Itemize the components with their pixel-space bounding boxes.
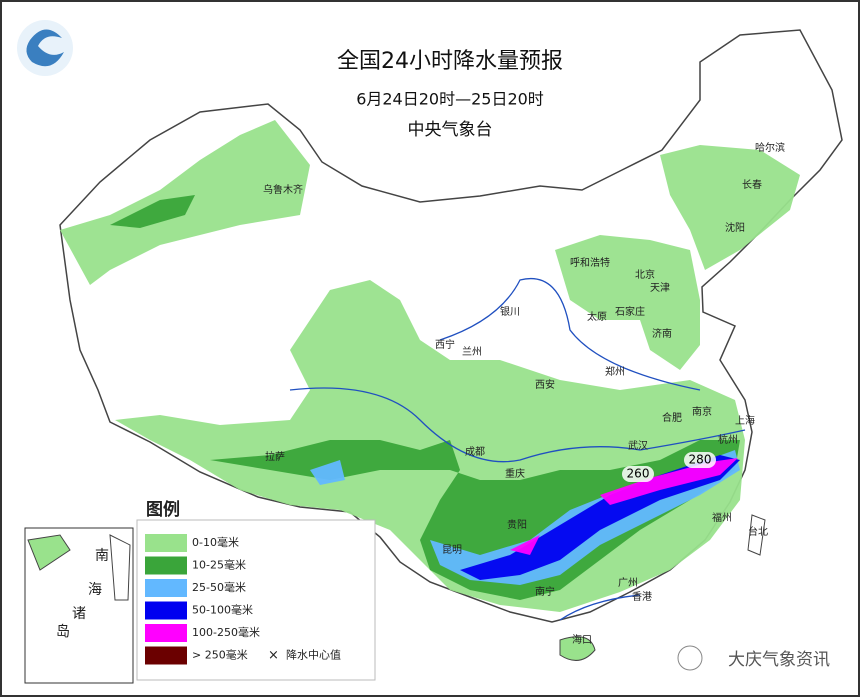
legend-swatch	[145, 556, 187, 575]
legend-title: 图例	[146, 499, 180, 520]
city-label: 呼和浩特	[570, 257, 610, 269]
legend: 0-10毫米 10-25毫米 25-50毫米 50-100毫米 100-250毫米 > 2…	[145, 534, 341, 665]
rain-area	[310, 460, 345, 485]
city-label: 重庆	[505, 467, 525, 480]
legend-label: 25-50毫米	[192, 580, 246, 594]
city-label: 成都	[465, 446, 485, 458]
legend-swatch	[145, 624, 187, 642]
rivers	[289, 278, 746, 621]
city-label: 银川	[500, 305, 520, 318]
legend-label: 0-10毫米	[192, 535, 239, 549]
city-label: 杭州	[718, 433, 738, 446]
inset-char: 南	[95, 548, 109, 564]
city-label: 台北	[748, 525, 768, 538]
rain-area	[660, 145, 800, 270]
city-label: 太原	[587, 310, 607, 323]
legend-label: 50-100毫米	[192, 603, 253, 617]
agency: 中央气象台	[408, 120, 493, 140]
city-label: 西安	[535, 378, 555, 391]
city-label: 合肥	[662, 411, 682, 424]
subtitle: 6月24日20时—25日20时	[356, 90, 544, 109]
legend-swatch	[145, 534, 187, 552]
city-label: 上海	[735, 414, 755, 427]
legend-center-label: 降水中心值	[286, 648, 341, 662]
center-badge	[622, 466, 654, 482]
rain-center-value: 260	[627, 467, 650, 481]
city-label: 石家庄	[615, 305, 645, 318]
inset-char: 岛	[56, 624, 70, 640]
rain-area	[510, 535, 540, 555]
legend-swatch	[145, 601, 187, 620]
legend-swatch	[145, 646, 187, 665]
center-badge	[684, 452, 716, 468]
city-label: 西宁	[435, 338, 455, 351]
city-label: 武汉	[628, 439, 648, 452]
legend-center-symbol: ×	[268, 648, 279, 663]
city-label: 拉萨	[265, 450, 285, 463]
inset-char: 诸	[72, 606, 86, 622]
city-label: 海口	[572, 633, 592, 646]
legend-label: 10-25毫米	[192, 558, 246, 572]
city-label: 兰州	[462, 345, 482, 358]
city-label: 南京	[692, 405, 712, 418]
logo	[17, 20, 73, 76]
city-label: 福州	[712, 511, 732, 524]
city-label: 南宁	[535, 585, 555, 598]
watermark: 大庆气象资讯	[677, 645, 830, 671]
hainan	[559, 636, 596, 661]
watermark-text: 大庆气象资讯	[728, 650, 830, 670]
rain-area	[110, 195, 195, 228]
city-label: 哈尔滨	[755, 141, 785, 154]
rain-area	[555, 235, 700, 370]
rain-center-value: 280	[689, 453, 712, 467]
city-label: 天津	[650, 282, 670, 294]
city-label: 贵阳	[507, 518, 527, 531]
legend-swatch	[145, 579, 187, 597]
city-label: 北京	[635, 268, 655, 281]
city-label: 沈阳	[725, 221, 745, 234]
city-label: 昆明	[442, 544, 462, 556]
rain-areas	[60, 120, 800, 612]
city-label: 郑州	[605, 365, 625, 378]
city-label: 香港	[632, 591, 652, 603]
rain-area	[210, 440, 740, 600]
rain-area	[600, 458, 738, 505]
legend-label: 100-250毫米	[192, 625, 260, 639]
city-label: 乌鲁木齐	[263, 183, 303, 196]
inset	[24, 527, 134, 684]
inset-char: 海	[88, 582, 102, 598]
legend-label: > 250毫米	[192, 648, 248, 662]
city-label: 济南	[652, 327, 672, 340]
city-label: 广州	[618, 577, 638, 589]
city-label: 长春	[742, 179, 762, 191]
title: 全国24小时降水量预报	[337, 49, 563, 74]
taiwan	[747, 514, 766, 556]
